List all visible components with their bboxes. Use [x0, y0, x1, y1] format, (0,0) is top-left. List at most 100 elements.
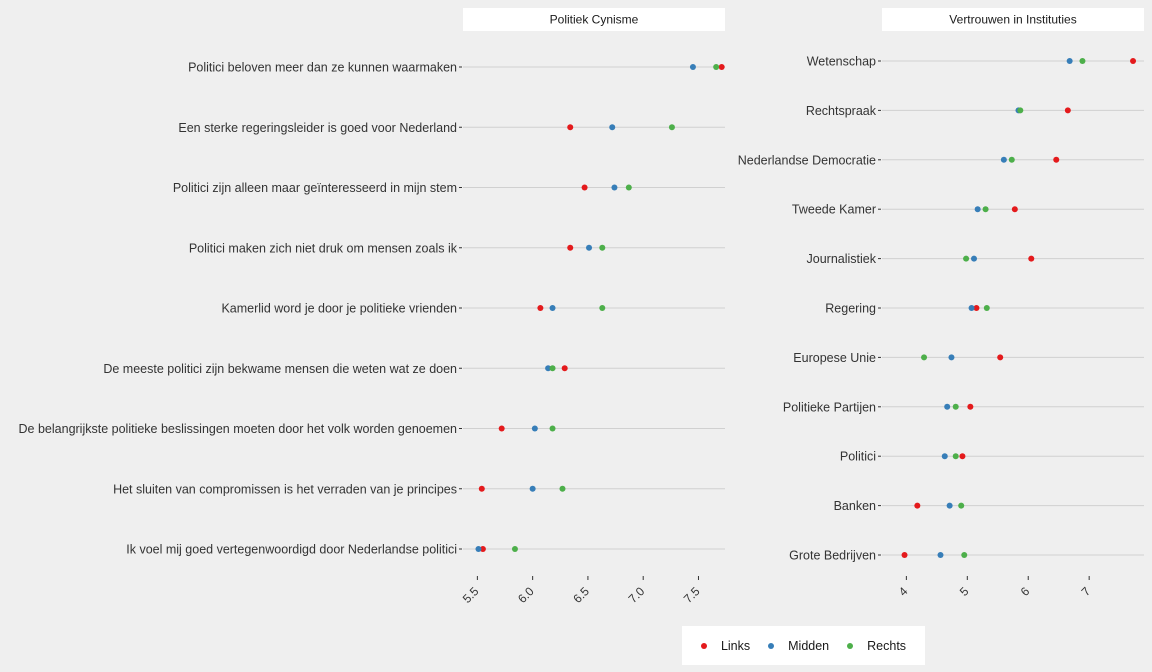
point-links-politieke-partijen — [967, 403, 974, 410]
category-label-het-sluiten-van-compromissen-is-het-verraden-van-je-principes: Het sluiten van compromissen is het verr… — [113, 482, 457, 496]
point-rechts-tweede-kamer — [982, 206, 989, 213]
point-links-politici-maken-zich-niet-druk-om-mensen-zoals-ik — [567, 244, 574, 251]
point-links-kamerlid-word-je-door-je-politieke-vrienden — [537, 305, 544, 311]
point-links-journalistiek — [1028, 255, 1035, 262]
point-midden-politici-zijn-alleen-maar-geinteresseerd-in-mijn-stem — [611, 184, 618, 191]
category-label-tweede-kamer: Tweede Kamer — [792, 203, 876, 217]
point-rechts-banken — [958, 502, 965, 509]
point-midden-politici-maken-zich-niet-druk-om-mensen-zoals-ik — [586, 244, 593, 251]
category-label-politici-zijn-alleen-maar-geinteresseerd-in-mijn-stem: Politici zijn alleen maar geïnteresseerd… — [173, 181, 457, 195]
point-links-ik-voel-mij-goed-vertegenwoordigd-door-nederlandse-politici — [479, 546, 486, 552]
point-midden-de-meeste-politici-zijn-bekwame-mensen-die-weten-wat-ze-doen — [545, 365, 552, 372]
point-links-banken — [914, 502, 921, 509]
point-rechts-het-sluiten-van-compromissen-is-het-verraden-van-je-principes — [559, 485, 566, 492]
legend-item-midden: Midden — [768, 639, 829, 653]
point-midden-de-belangrijkste-politieke-beslissingen-moeten-door-het-volk-worden-genoemen — [531, 425, 538, 432]
category-label-ik-voel-mij-goed-vertegenwoordigd-door-nederlandse-politici: Ik voel mij goed vertegenwoordigd door N… — [126, 543, 457, 557]
panel-politiek-cynisme: Politiek Cynisme Politici beloven meer da… — [19, 8, 725, 606]
point-midden-nederlandse-democratie — [1000, 156, 1007, 163]
x-tick-label: 6.0 — [515, 584, 537, 606]
point-rechts-grote-bedrijven — [961, 552, 968, 558]
point-rechts-politici-beloven-meer-dan-ze-kunnen-waarmaken — [713, 64, 720, 70]
legend-label-links: Links — [720, 638, 751, 653]
facet-title: Politiek Cynisme — [550, 13, 639, 27]
category-label-journalistiek: Journalistiek — [807, 252, 877, 266]
legend-label-rechts: Rechts — [867, 638, 907, 653]
point-rechts-kamerlid-word-je-door-je-politieke-vrienden — [599, 305, 606, 311]
category-label-regering: Regering — [825, 302, 876, 316]
point-midden-europese-unie — [948, 354, 955, 361]
legend-swatch-rechts — [847, 642, 854, 649]
legend-item-links: Links — [700, 638, 751, 653]
category-label-politici-maken-zich-niet-druk-om-mensen-zoals-ik: Politici maken zich niet druk om mensen … — [189, 241, 458, 255]
point-links-de-meeste-politici-zijn-bekwame-mensen-die-weten-wat-ze-doen — [561, 365, 568, 372]
x-tick-label: 5.5 — [460, 584, 482, 606]
point-rechts-een-sterke-regeringsleider-is-goed-voor-nederland — [668, 124, 675, 131]
point-links-een-sterke-regeringsleider-is-goed-voor-nederland — [567, 124, 574, 131]
point-rechts-europese-unie — [921, 354, 928, 361]
point-rechts-journalistiek — [963, 255, 970, 262]
category-label-grote-bedrijven: Grote Bedrijven — [789, 549, 876, 563]
point-links-europese-unie — [997, 354, 1004, 361]
point-midden-regering — [968, 305, 975, 311]
category-label-nederlandse-democratie: Nederlandse Democratie — [738, 153, 876, 167]
point-midden-tweede-kamer — [974, 206, 981, 213]
point-rechts-ik-voel-mij-goed-vertegenwoordigd-door-nederlandse-politici — [511, 546, 518, 552]
x-tick-label: 5 — [957, 584, 972, 599]
panel-vertrouwen-in-instituties: Vertrouwen in Instituties Wetenschap Recht… — [738, 8, 1144, 599]
point-rechts-politici — [952, 453, 959, 460]
point-rechts-de-belangrijkste-politieke-beslissingen-moeten-door-het-volk-worden-genoemen — [549, 425, 556, 432]
legend-label-midden: Midden — [788, 638, 830, 653]
category-label-politici-beloven-meer-dan-ze-kunnen-waarmaken: Politici beloven meer dan ze kunnen waar… — [188, 61, 457, 75]
x-tick-label: 7 — [1079, 584, 1094, 599]
point-rechts-regering — [983, 305, 990, 311]
point-midden-ik-voel-mij-goed-vertegenwoordigd-door-nederlandse-politici — [475, 546, 482, 552]
point-midden-kamerlid-word-je-door-je-politieke-vrienden — [549, 305, 556, 311]
x-tick-label: 7.0 — [626, 584, 648, 606]
facet-strip — [463, 8, 725, 31]
legend-swatch-midden — [768, 642, 775, 649]
point-midden-politici-beloven-meer-dan-ze-kunnen-waarmaken — [689, 64, 696, 70]
category-label-banken: Banken — [834, 499, 876, 513]
point-links-regering — [973, 305, 980, 311]
point-links-politici-beloven-meer-dan-ze-kunnen-waarmaken — [718, 64, 725, 70]
point-rechts-rechtspraak — [1017, 107, 1024, 114]
x-tick-label: 7.5 — [681, 584, 703, 606]
point-rechts-politieke-partijen — [952, 403, 959, 410]
category-label-rechtspraak: Rechtspraak — [806, 104, 877, 118]
category-label-politieke-partijen: Politieke Partijen — [783, 400, 876, 414]
point-links-de-belangrijkste-politieke-beslissingen-moeten-door-het-volk-worden-genoemen — [498, 425, 505, 432]
category-label-politici: Politici — [840, 450, 876, 464]
legend-swatch-links — [700, 642, 707, 649]
point-links-tweede-kamer — [1011, 206, 1018, 213]
category-label-de-belangrijkste-politieke-beslissingen-moeten-door-het-volk-worden-genoemen: De belangrijkste politieke beslissingen … — [19, 422, 458, 436]
point-rechts-de-meeste-politici-zijn-bekwame-mensen-die-weten-wat-ze-doen — [549, 365, 556, 372]
x-tick-label: 4 — [896, 584, 911, 599]
point-midden-politici — [941, 453, 948, 460]
point-links-grote-bedrijven — [901, 552, 908, 558]
category-label-kamerlid-word-je-door-je-politieke-vrienden: Kamerlid word je door je politieke vrien… — [221, 302, 457, 316]
point-links-politici — [959, 453, 966, 460]
x-tick-label: 6.5 — [570, 584, 592, 606]
point-links-wetenschap — [1130, 58, 1137, 64]
facet-strip — [882, 8, 1144, 31]
point-rechts-wetenschap — [1079, 58, 1086, 64]
point-midden-grote-bedrijven — [937, 552, 944, 558]
point-links-rechtspraak — [1064, 107, 1071, 114]
legend: Links Midden Rechts — [682, 626, 925, 665]
category-label-de-meeste-politici-zijn-bekwame-mensen-die-weten-wat-ze-doen: De meeste politici zijn bekwame mensen d… — [103, 362, 457, 376]
category-label-een-sterke-regeringsleider-is-goed-voor-nederland: Een sterke regeringsleider is goed voor … — [178, 121, 457, 135]
point-midden-het-sluiten-van-compromissen-is-het-verraden-van-je-principes — [529, 485, 536, 492]
point-links-politici-zijn-alleen-maar-geinteresseerd-in-mijn-stem — [581, 184, 588, 191]
point-midden-wetenschap — [1066, 58, 1073, 64]
point-rechts-politici-maken-zich-niet-druk-om-mensen-zoals-ik — [599, 244, 606, 251]
point-links-het-sluiten-van-compromissen-is-het-verraden-van-je-principes — [478, 485, 485, 492]
point-midden-banken — [946, 502, 953, 509]
legend-item-rechts: Rechts — [847, 639, 906, 653]
facet-title: Vertrouwen in Instituties — [949, 13, 1076, 27]
point-midden-journalistiek — [971, 255, 978, 262]
point-midden-politieke-partijen — [944, 403, 951, 410]
point-rechts-politici-zijn-alleen-maar-geinteresseerd-in-mijn-stem — [625, 184, 632, 191]
point-rechts-nederlandse-democratie — [1008, 156, 1015, 163]
